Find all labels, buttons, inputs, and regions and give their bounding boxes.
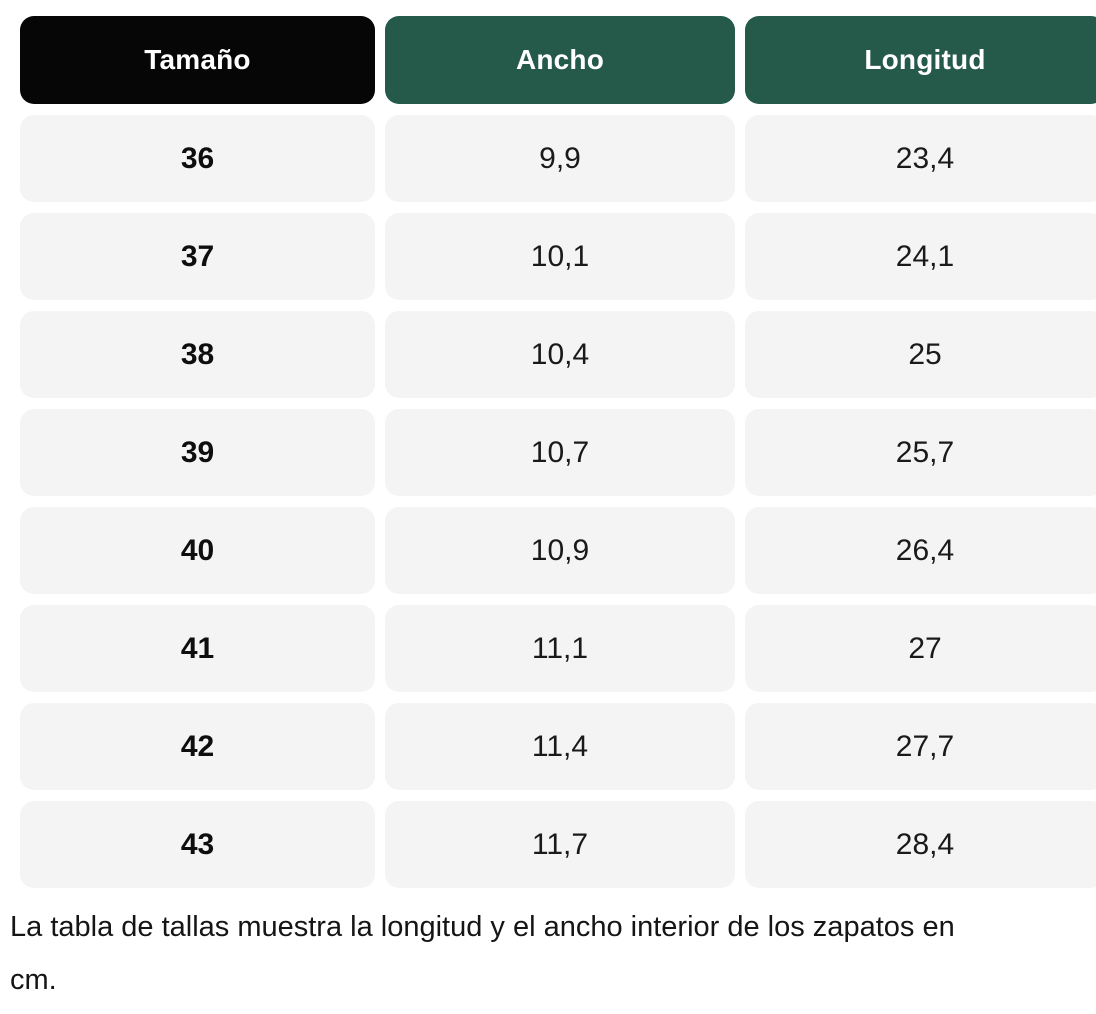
length-cell: 28,4 [745, 801, 1096, 888]
width-cell: 10,4 [385, 311, 735, 398]
size-chart-note: La tabla de tallas muestra la longitud y… [10, 901, 1096, 1007]
column-header-ancho: Ancho [385, 16, 735, 104]
width-cell: 10,7 [385, 409, 735, 496]
length-cell: 25,7 [745, 409, 1096, 496]
size-table: Tamaño Ancho Longitud 36 9,9 23,4 37 10,1 24,… [20, 16, 1096, 888]
width-cell: 11,7 [385, 801, 735, 888]
column-header-longitud: Longitud [745, 16, 1096, 104]
length-cell: 24,1 [745, 213, 1096, 300]
note-line-2: cm. [10, 964, 57, 996]
size-cell: 38 [20, 311, 375, 398]
size-cell: 40 [20, 507, 375, 594]
width-cell: 10,9 [385, 507, 735, 594]
length-cell: 27,7 [745, 703, 1096, 790]
size-cell: 37 [20, 213, 375, 300]
size-cell: 39 [20, 409, 375, 496]
width-cell: 11,1 [385, 605, 735, 692]
column-header-tamano: Tamaño [20, 16, 375, 104]
note-line-1: La tabla de tallas muestra la longitud y… [10, 911, 955, 943]
length-cell: 27 [745, 605, 1096, 692]
size-cell: 36 [20, 115, 375, 202]
length-cell: 26,4 [745, 507, 1096, 594]
width-cell: 11,4 [385, 703, 735, 790]
length-cell: 25 [745, 311, 1096, 398]
width-cell: 9,9 [385, 115, 735, 202]
size-cell: 41 [20, 605, 375, 692]
size-cell: 42 [20, 703, 375, 790]
width-cell: 10,1 [385, 213, 735, 300]
length-cell: 23,4 [745, 115, 1096, 202]
size-cell: 43 [20, 801, 375, 888]
